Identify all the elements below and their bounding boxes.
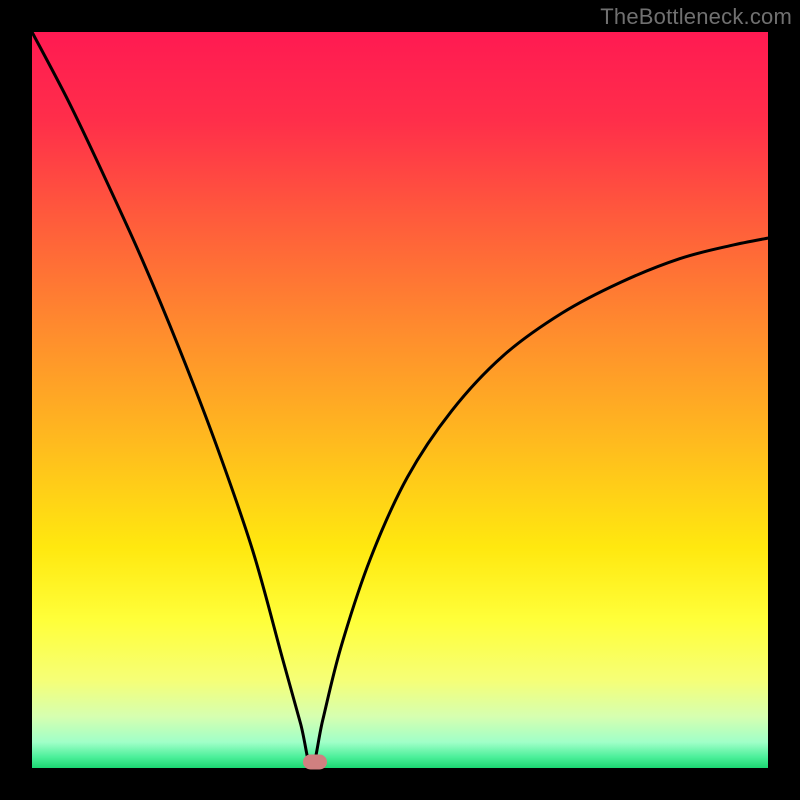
- bottleneck-marker: [303, 755, 327, 770]
- plot-background: [32, 32, 768, 768]
- watermark-text: TheBottleneck.com: [600, 4, 792, 30]
- plot-svg: [32, 32, 768, 768]
- chart-frame: TheBottleneck.com: [0, 0, 800, 800]
- plot-area: [32, 32, 768, 768]
